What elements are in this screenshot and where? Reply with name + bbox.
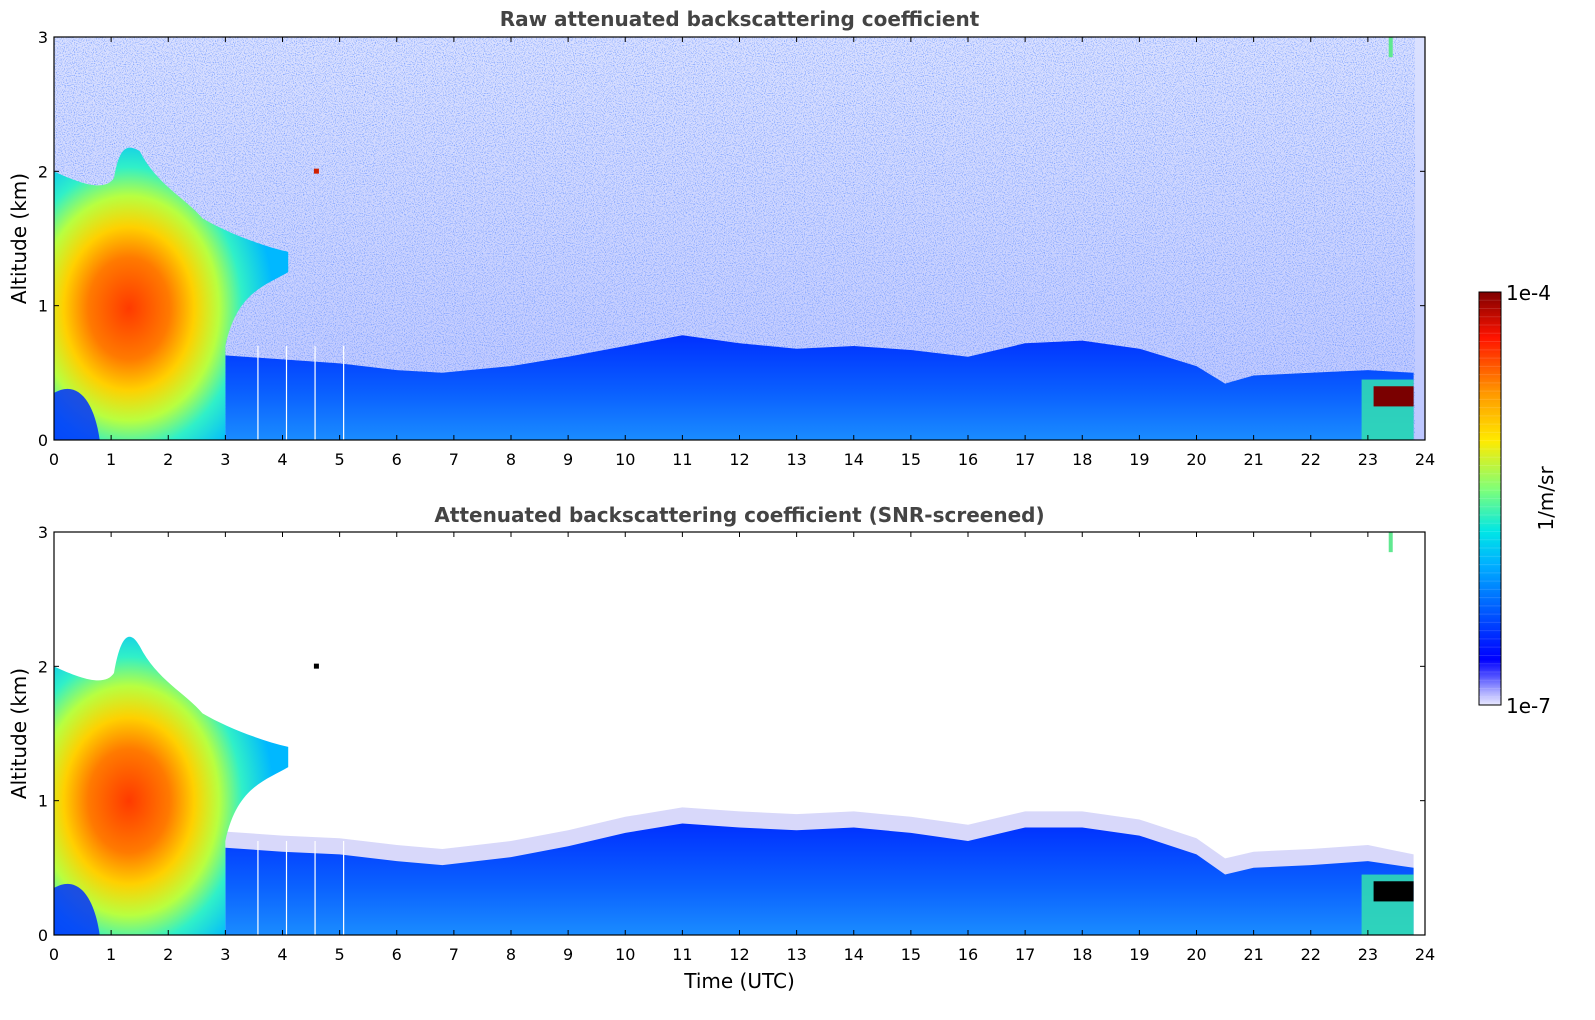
x-tick-label: 1: [106, 450, 116, 469]
heatmap-area: [54, 37, 1425, 440]
snr-screened-panel: Attenuated backscattering coefficient (S…: [7, 503, 1435, 993]
x-tick-label: 17: [1015, 945, 1035, 964]
x-tick-label: 7: [449, 450, 459, 469]
x-tick-label: 9: [563, 450, 573, 469]
x-ticks: 0 1 2 3 4 5 6 7 8 9 10 11 12 13 14 15 16 17 18 19 20 21 22 23 24: [49, 37, 1435, 469]
y-axis-label: Altitude (km): [7, 173, 31, 304]
near-ground-layer: [54, 883, 100, 935]
x-tick-label: 5: [335, 945, 345, 964]
y-axis-label: Altitude (km): [7, 668, 31, 799]
x-tick-label: 6: [392, 945, 402, 964]
morning-aerosol-layer: [54, 636, 289, 935]
x-tick-label: 23: [1358, 945, 1378, 964]
panel-title: Raw attenuated backscattering coefficien…: [500, 7, 980, 31]
x-tick-label: 16: [958, 945, 978, 964]
x-ticks: 0 1 2 3 4 5 6 7 8 9 10 11 12 13 14 15 16 17 18 19 20 21 22 23 24: [49, 532, 1435, 964]
x-tick-label: 20: [1186, 450, 1206, 469]
x-tick-label: 3: [220, 450, 230, 469]
low-cloud: [1373, 386, 1414, 407]
x-tick-label: 14: [844, 450, 864, 469]
y-tick-label: 2: [38, 162, 48, 181]
x-tick-label: 21: [1243, 450, 1263, 469]
x-tick-label: 7: [449, 945, 459, 964]
heatmap-area: [54, 532, 1425, 935]
x-tick-label: 17: [1015, 450, 1035, 469]
x-tick-label: 11: [672, 450, 692, 469]
colorbar-bands: [1479, 299, 1501, 698]
y-ticks: 0 1 2 3: [38, 28, 1425, 450]
y-tick-label: 0: [38, 431, 48, 450]
x-tick-label: 22: [1301, 945, 1321, 964]
low-cloud: [1373, 881, 1414, 902]
x-tick-label: 24: [1415, 450, 1435, 469]
x-tick-label: 0: [49, 450, 59, 469]
x-tick-label: 1: [106, 945, 116, 964]
small-feature: [313, 168, 319, 174]
x-tick-label: 0: [49, 945, 59, 964]
x-tick-label: 10: [615, 945, 635, 964]
x-tick-label: 15: [901, 945, 921, 964]
x-tick-label: 8: [506, 450, 516, 469]
y-tick-label: 1: [38, 792, 48, 811]
near-ground-layer: [54, 388, 100, 440]
x-tick-label: 15: [901, 450, 921, 469]
high-feature: [1388, 532, 1393, 553]
panel-title: Attenuated backscattering coefficient (S…: [434, 503, 1044, 527]
x-tick-label: 18: [1072, 945, 1092, 964]
colorbar-gradient: [1478, 291, 1502, 706]
x-axis-label: Time (UTC): [683, 969, 795, 993]
x-tick-label: 12: [729, 450, 749, 469]
x-tick-label: 10: [615, 450, 635, 469]
y-tick-label: 0: [38, 926, 48, 945]
small-feature: [313, 663, 319, 669]
x-tick-label: 19: [1129, 945, 1149, 964]
colorbar-max-label: 1e-4: [1506, 281, 1551, 305]
x-tick-label: 9: [563, 945, 573, 964]
x-tick-label: 14: [844, 945, 864, 964]
x-tick-label: 4: [277, 450, 287, 469]
x-tick-label: 12: [729, 945, 749, 964]
x-tick-label: 21: [1243, 945, 1263, 964]
x-tick-label: 18: [1072, 450, 1092, 469]
x-tick-label: 11: [672, 945, 692, 964]
x-tick-label: 2: [163, 450, 173, 469]
x-tick-label: 13: [786, 945, 806, 964]
x-tick-label: 20: [1186, 945, 1206, 964]
x-tick-label: 23: [1358, 450, 1378, 469]
x-tick-label: 5: [335, 450, 345, 469]
x-tick-label: 22: [1301, 450, 1321, 469]
heatmap: [54, 37, 1425, 440]
x-tick-label: 19: [1129, 450, 1149, 469]
x-tick-label: 2: [163, 945, 173, 964]
boundary-layer: [225, 335, 1414, 440]
x-tick-label: 6: [392, 450, 402, 469]
heatmap: [54, 532, 1425, 935]
morning-aerosol-layer: [54, 147, 289, 440]
y-tick-label: 1: [38, 297, 48, 316]
y-ticks: 0 1 2 3: [38, 523, 1425, 945]
raw-backscatter-panel: Raw attenuated backscattering coefficien…: [7, 7, 1435, 469]
colorbar-min-label: 1e-7: [1506, 694, 1551, 718]
x-tick-label: 13: [786, 450, 806, 469]
colorbar-unit-label: 1/m/sr: [1534, 466, 1558, 531]
x-tick-label: 3: [220, 945, 230, 964]
y-tick-label: 2: [38, 657, 48, 676]
x-tick-label: 8: [506, 945, 516, 964]
x-tick-label: 16: [958, 450, 978, 469]
boundary-layer: [225, 823, 1414, 935]
y-tick-label: 3: [38, 523, 48, 542]
y-tick-label: 3: [38, 28, 48, 47]
colorbar: 1e-4 1e-7 1/m/sr: [1478, 281, 1558, 718]
high-feature: [1388, 37, 1393, 58]
x-tick-label: 4: [277, 945, 287, 964]
x-tick-label: 24: [1415, 945, 1435, 964]
